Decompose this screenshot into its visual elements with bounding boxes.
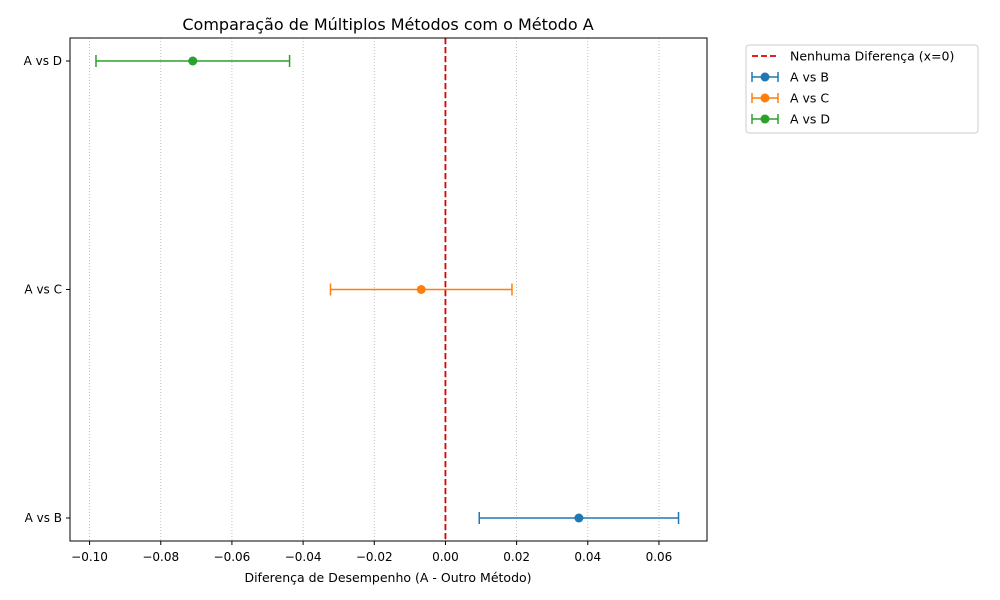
legend-entry-reference: Nenhuma Diferença (x=0) [752, 49, 954, 64]
chart-title: Comparação de Múltiplos Métodos com o Mé… [182, 15, 593, 34]
series-a-vs-c [329, 283, 513, 296]
x-tick-label: −0.04 [285, 550, 322, 564]
legend-label-reference: Nenhuma Diferença (x=0) [790, 49, 954, 64]
legend-entry-series: A vs D [751, 112, 830, 127]
x-tick-label: −0.08 [142, 550, 179, 564]
x-axis-ticks: −0.10 −0.08 −0.06 −0.04 −0.02 0.00 0.02 0.04 0.0… [71, 541, 672, 564]
y-tick-label: A vs B [25, 511, 62, 525]
legend-swatch-marker [760, 72, 770, 82]
legend-label: A vs D [790, 112, 830, 127]
x-tick-label: −0.02 [356, 550, 393, 564]
x-tick-label: 0.00 [432, 550, 459, 564]
y-tick-label: A vs C [24, 283, 62, 297]
legend-swatch-marker [760, 114, 770, 124]
x-tick-label: 0.06 [646, 550, 673, 564]
x-axis-label: Diferença de Desempenho (A - Outro Métod… [244, 570, 531, 585]
series-a-vs-d [95, 55, 291, 67]
x-tick-label: 0.04 [574, 550, 601, 564]
legend: Nenhuma Diferença (x=0) A vs B A vs C A vs … [745, 44, 979, 134]
data-point [416, 285, 426, 294]
legend-swatch-marker [760, 93, 770, 103]
legend-entry-series: A vs B [751, 70, 829, 85]
legend-box [745, 44, 979, 134]
y-tick-label: A vs D [24, 54, 62, 68]
legend-label: A vs B [790, 70, 829, 85]
x-tick-label: −0.06 [214, 550, 251, 564]
data-point [188, 56, 198, 66]
series-layer [95, 55, 680, 524]
x-tick-label: −0.10 [71, 550, 108, 564]
legend-entry-series: A vs C [751, 91, 829, 106]
series-a-vs-b [478, 512, 680, 524]
legend-label: A vs C [790, 91, 829, 106]
y-axis-ticks: A vs B A vs C A vs D [24, 54, 70, 525]
data-point [574, 513, 584, 523]
x-tick-label: 0.02 [503, 550, 530, 564]
